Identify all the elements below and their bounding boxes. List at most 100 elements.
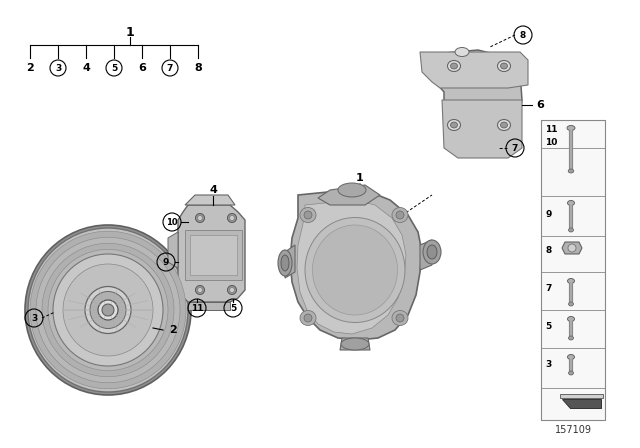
Ellipse shape (42, 243, 174, 377)
Ellipse shape (568, 244, 576, 252)
Text: 2: 2 (169, 325, 177, 335)
Polygon shape (297, 200, 406, 334)
Polygon shape (285, 245, 295, 278)
Ellipse shape (451, 122, 458, 128)
Text: 8: 8 (194, 63, 202, 73)
Ellipse shape (451, 63, 458, 69)
Text: 8: 8 (520, 30, 526, 39)
Ellipse shape (567, 125, 575, 130)
Text: 3: 3 (545, 359, 551, 369)
FancyBboxPatch shape (541, 120, 605, 420)
Ellipse shape (230, 215, 234, 220)
Ellipse shape (300, 207, 316, 223)
Text: 157109: 157109 (554, 425, 591, 435)
Ellipse shape (98, 300, 118, 320)
Ellipse shape (230, 288, 234, 293)
Text: 9: 9 (163, 258, 169, 267)
Polygon shape (562, 242, 582, 254)
Ellipse shape (63, 264, 153, 356)
Ellipse shape (36, 237, 180, 383)
Ellipse shape (281, 255, 289, 271)
Text: 1: 1 (356, 173, 364, 183)
Text: 1: 1 (125, 26, 134, 39)
Ellipse shape (341, 338, 369, 350)
Polygon shape (442, 100, 522, 158)
Text: 10: 10 (166, 217, 178, 227)
Ellipse shape (455, 47, 469, 56)
Ellipse shape (85, 287, 131, 333)
Ellipse shape (423, 240, 441, 264)
Ellipse shape (195, 214, 205, 223)
Text: 11: 11 (545, 125, 557, 134)
Ellipse shape (54, 255, 162, 365)
Text: 6: 6 (138, 63, 146, 73)
Ellipse shape (227, 285, 237, 294)
Polygon shape (178, 205, 245, 302)
Text: 4: 4 (209, 185, 217, 195)
Ellipse shape (28, 228, 188, 392)
Ellipse shape (427, 245, 437, 259)
Text: 4: 4 (82, 63, 90, 73)
Polygon shape (185, 195, 235, 205)
Ellipse shape (447, 60, 461, 72)
Text: 3: 3 (31, 314, 37, 323)
Ellipse shape (568, 201, 575, 206)
Ellipse shape (396, 314, 404, 322)
Ellipse shape (568, 336, 573, 340)
Ellipse shape (497, 120, 511, 130)
Ellipse shape (568, 169, 574, 173)
Polygon shape (422, 50, 522, 150)
Text: 2: 2 (26, 63, 34, 73)
Ellipse shape (568, 316, 575, 322)
Ellipse shape (568, 371, 573, 375)
Text: 8: 8 (545, 246, 551, 254)
Text: 9: 9 (545, 210, 552, 219)
Text: 11: 11 (191, 303, 204, 313)
Polygon shape (168, 232, 178, 268)
Polygon shape (190, 235, 237, 275)
Text: 5: 5 (230, 303, 236, 313)
Ellipse shape (300, 310, 316, 326)
Polygon shape (185, 230, 242, 280)
Ellipse shape (48, 250, 168, 370)
Ellipse shape (392, 207, 408, 223)
Ellipse shape (568, 279, 575, 284)
Text: 10: 10 (545, 138, 557, 146)
Ellipse shape (305, 217, 405, 323)
Ellipse shape (312, 225, 397, 315)
Text: 3: 3 (55, 64, 61, 73)
Polygon shape (420, 52, 528, 88)
Text: 7: 7 (545, 284, 552, 293)
Ellipse shape (278, 250, 292, 276)
Ellipse shape (227, 214, 237, 223)
Ellipse shape (568, 354, 575, 359)
Ellipse shape (53, 254, 163, 366)
Polygon shape (318, 185, 380, 205)
Text: 7: 7 (167, 64, 173, 73)
Ellipse shape (90, 292, 126, 328)
Ellipse shape (500, 63, 508, 69)
Polygon shape (560, 394, 603, 398)
Text: 5: 5 (545, 322, 551, 331)
Ellipse shape (30, 231, 186, 389)
Text: 5: 5 (111, 64, 117, 73)
Text: 6: 6 (536, 100, 544, 110)
Ellipse shape (304, 314, 312, 322)
Polygon shape (562, 399, 601, 408)
Ellipse shape (396, 211, 404, 219)
Ellipse shape (195, 285, 205, 294)
Polygon shape (420, 240, 432, 270)
Ellipse shape (25, 225, 191, 395)
Ellipse shape (568, 228, 573, 232)
Ellipse shape (497, 60, 511, 72)
Ellipse shape (338, 183, 366, 197)
Polygon shape (340, 338, 370, 350)
Ellipse shape (60, 262, 156, 358)
Ellipse shape (198, 215, 202, 220)
Polygon shape (188, 302, 230, 310)
Ellipse shape (304, 211, 312, 219)
Ellipse shape (447, 120, 461, 130)
Polygon shape (290, 190, 422, 340)
Ellipse shape (568, 302, 573, 306)
Ellipse shape (500, 122, 508, 128)
